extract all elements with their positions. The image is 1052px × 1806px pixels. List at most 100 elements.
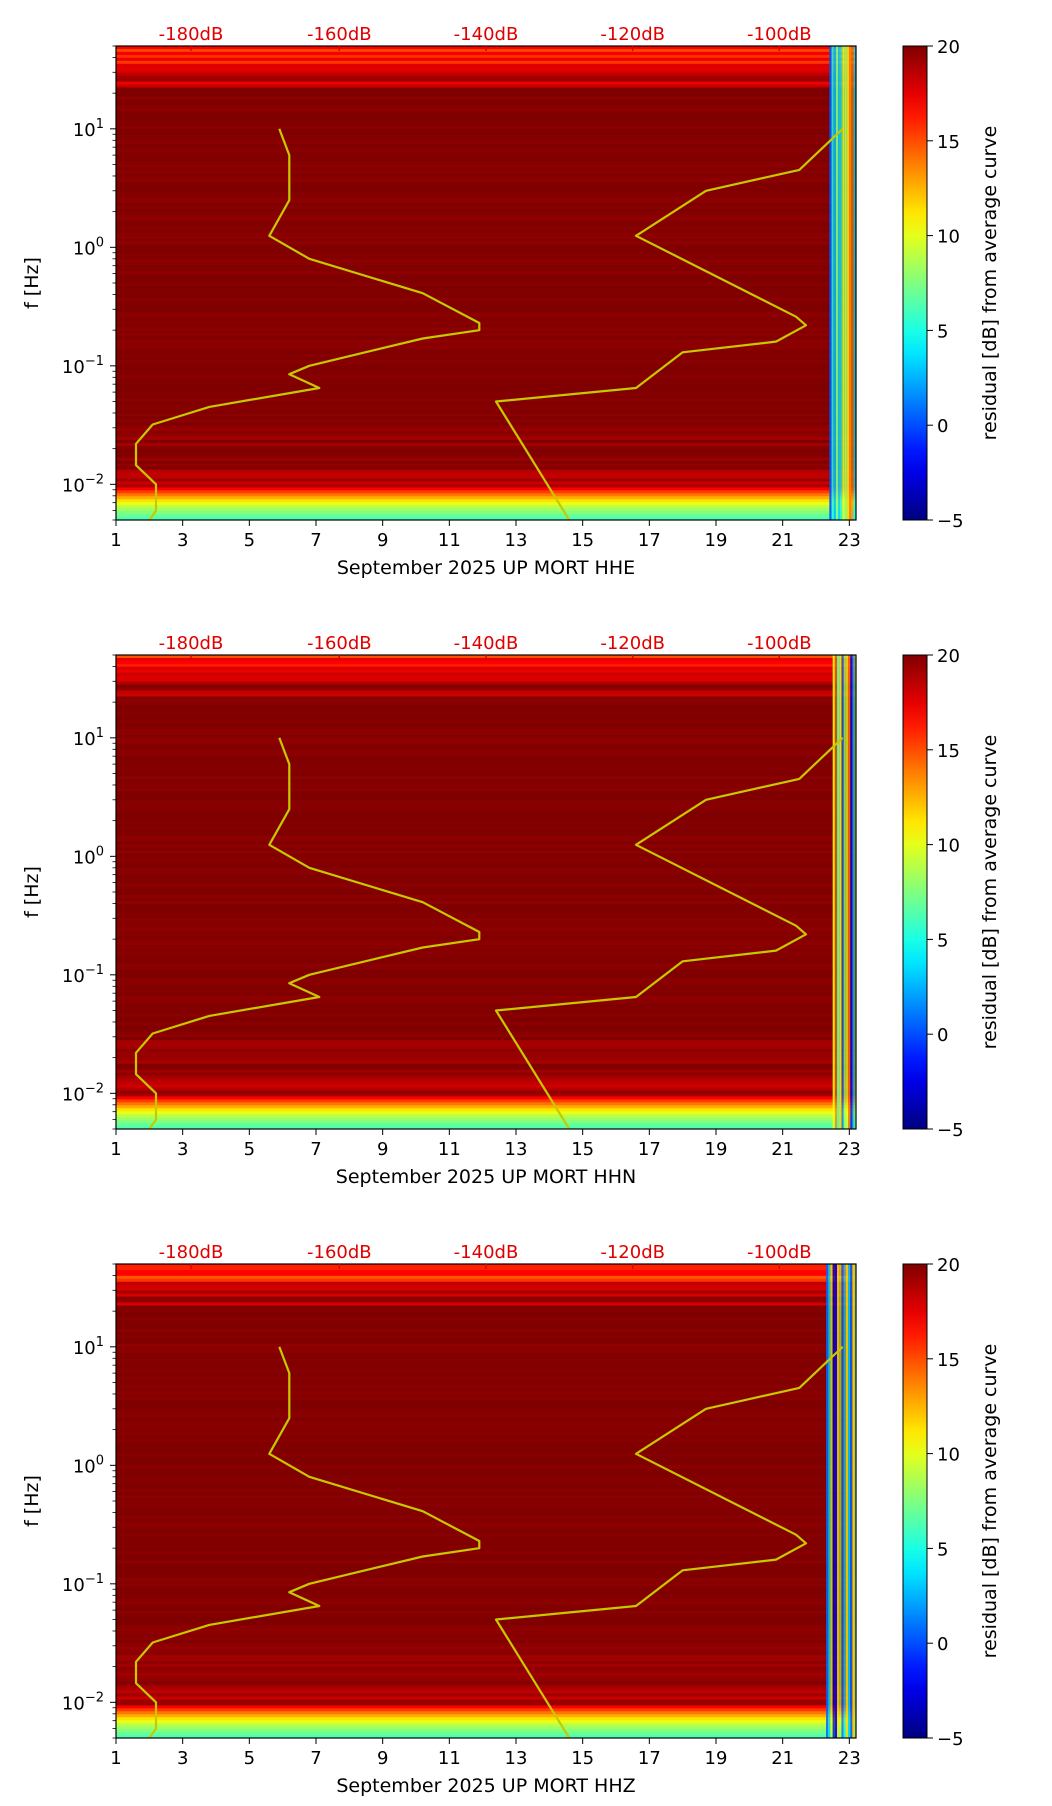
x-tick-label: 1 [110,1748,121,1769]
top-axis-label: -180dB [159,24,224,45]
colorbar-tick-label: 20 [937,646,960,667]
colorbar-tick-label: 5 [937,930,948,951]
x-tick-label: 11 [438,530,461,551]
x-tick-label: 3 [177,1139,188,1160]
colorbar-label: residual [dB] from average curve [979,126,1001,441]
x-tick-label: 19 [705,1748,728,1769]
colorbar-tick-label: −5 [937,1120,964,1141]
top-axis-label: -140dB [454,633,519,654]
x-tick-label: 11 [438,1748,461,1769]
colorbar-gradient [902,1263,928,1739]
top-axis-label: -120dB [600,1242,665,1263]
top-axis-label: -100dB [747,1242,812,1263]
colorbar-label: residual [dB] from average curve [979,1344,1001,1659]
y-tick-label: 100 [73,844,104,868]
heatmap-image [116,1264,856,1738]
colorbar: 20 15 10 5 0 −5 residual [dB] from average cur… [902,37,1001,532]
x-tick-label: 7 [310,1748,321,1769]
top-axis-label: -120dB [600,24,665,45]
colorbar-tick-label: 0 [937,1634,948,1655]
y-tick-label: 10−2 [62,1690,104,1714]
y-tick-label: 100 [73,1453,104,1477]
top-axis-label: -180dB [159,1242,224,1263]
x-tick-label: 9 [377,1139,388,1160]
top-axis-label: -180dB [159,633,224,654]
colorbar-tick-label: 10 [937,1445,960,1466]
x-tick-label: 17 [638,1139,661,1160]
heatmap-image [116,46,856,520]
y-tick-label: 10−1 [62,354,104,378]
noise-stripes [826,1264,856,1738]
colorbar-tick-label: −5 [937,511,964,532]
colorbar-tick-label: 5 [937,321,948,342]
x-tick-label: 7 [310,530,321,551]
colorbar-tick-label: −5 [937,1729,964,1750]
x-tick-label: 17 [638,530,661,551]
x-tick-label: 5 [244,530,255,551]
x-tick-label: 23 [838,1139,861,1160]
colorbar-tick-label: 15 [937,741,960,762]
colorbar-tick-label: 15 [937,132,960,153]
low-noise-curve [134,737,481,1129]
colorbar-tick-label: 0 [937,1025,948,1046]
x-tick-label: 13 [505,530,528,551]
noise-stripes [829,46,856,520]
top-axis-label: -140dB [454,24,519,45]
x-tick-label: 21 [771,1748,794,1769]
x-tick-label: 7 [310,1139,321,1160]
y-tick-label: 101 [73,117,104,141]
y-axis-title: f [Hz] [21,866,43,918]
high-noise-curve [494,737,844,1129]
y-tick-label: 10−1 [62,963,104,987]
x-tick-label: 15 [571,530,594,551]
x-tick-label: 1 [110,1139,121,1160]
top-axis-label: -160dB [307,633,372,654]
colorbar: 20 15 10 5 0 −5 residual [dB] from average cur… [902,1255,1001,1750]
colorbar-tick-label: 0 [937,416,948,437]
x-tick-label: 19 [705,530,728,551]
x-tick-label: 3 [177,1748,188,1769]
x-tick-label: 1 [110,530,121,551]
x-tick-label: 23 [838,1748,861,1769]
y-axis-title: f [Hz] [21,1475,43,1527]
x-tick-label: 11 [438,1139,461,1160]
colorbar-tick-label: 20 [937,1255,960,1276]
top-axis-label: -120dB [600,633,665,654]
colorbar-gradient [902,45,928,521]
colorbar: 20 15 10 5 0 −5 residual [dB] from average cur… [902,646,1001,1141]
high-noise-curve [494,128,844,520]
y-tick-label: 101 [73,1335,104,1359]
x-tick-label: 15 [571,1748,594,1769]
y-axis-title: f [Hz] [21,257,43,309]
low-noise-curve [134,1346,481,1738]
x-tick-label: 21 [771,1139,794,1160]
y-tick-label: 100 [73,235,104,259]
x-tick-label: 15 [571,1139,594,1160]
x-axis-title: September 2025 UP MORT HHE [337,557,635,579]
x-tick-label: 17 [638,1748,661,1769]
colorbar-tick-label: 20 [937,37,960,58]
noise-stripes [832,655,856,1129]
top-axis-label: -100dB [747,633,812,654]
x-tick-label: 13 [505,1748,528,1769]
x-axis-title: September 2025 UP MORT HHN [336,1166,636,1188]
y-tick-label: 10−2 [62,1081,104,1105]
x-tick-label: 5 [244,1139,255,1160]
colorbar-tick-label: 5 [937,1539,948,1560]
colorbar-label: residual [dB] from average curve [979,735,1001,1050]
y-tick-label: 101 [73,726,104,750]
x-tick-label: 5 [244,1748,255,1769]
x-tick-label: 13 [505,1139,528,1160]
colorbar-tick-label: 10 [937,227,960,248]
high-noise-curve [494,1346,844,1738]
x-tick-label: 9 [377,530,388,551]
x-tick-label: 23 [838,530,861,551]
top-axis-label: -160dB [307,1242,372,1263]
heatmap-image [116,655,856,1129]
colorbar-tick-label: 15 [937,1350,960,1371]
x-tick-label: 9 [377,1748,388,1769]
colorbar-gradient [902,654,928,1130]
x-tick-label: 3 [177,530,188,551]
